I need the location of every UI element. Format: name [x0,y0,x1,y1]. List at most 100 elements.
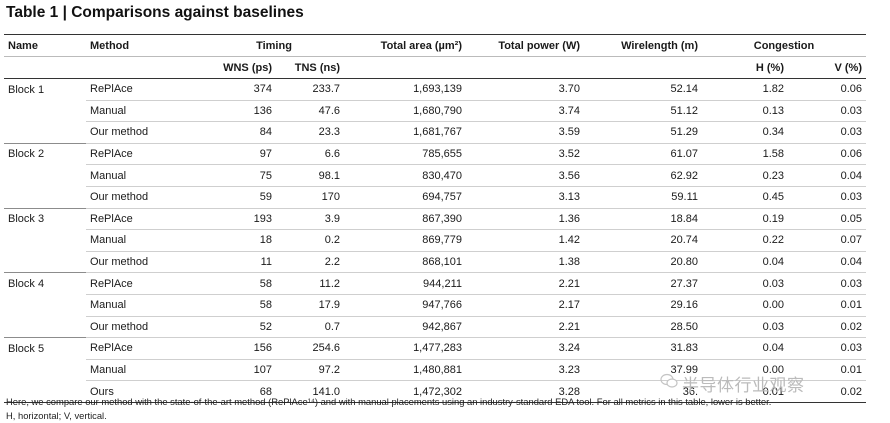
cell-v: 0.02 [788,380,866,403]
cell-name [4,100,86,122]
header-wns: WNS (ps) [204,56,276,79]
cell-v: 0.03 [788,186,866,209]
table-row: Block 1 RePlAce 374 233.7 1,693,139 3.70 52.14… [4,78,866,101]
cell-h: 0.13 [702,100,788,123]
cell-tns: 141.0 [276,380,344,403]
cell-tns: 254.6 [276,337,344,360]
cell-tns: 2.2 [276,251,344,274]
table-row: Manual 136 47.6 1,680,790 3.74 51.12 0.13 0.03 [4,100,866,123]
cell-name [4,359,86,381]
cell-wns: 68 [204,380,276,403]
table-footnote: Here, we compare our method with the sta… [6,395,771,423]
cell-power: 3.24 [466,337,584,360]
cell-h: 0.00 [702,294,788,317]
cell-tns: 0.7 [276,316,344,339]
cell-method: RePlAce [86,143,204,166]
cell-wire: 18.84 [584,208,702,231]
cell-tns: 233.7 [276,78,344,101]
cell-h: 1.82 [702,78,788,101]
cell-power: 2.21 [466,272,584,295]
header-row-secondary: WNS (ps) TNS (ns) H (%) V (%) [4,56,866,79]
cell-name: Block 1 [8,83,45,96]
table-row: Our method 59 170 694,757 3.13 59.11 0.45 0.03 [4,186,866,209]
cell-method: Manual [86,229,204,252]
cell-v: 0.06 [788,143,866,166]
cell-h: 0.45 [702,186,788,209]
header-total-area: Total area (µm²) [344,34,466,57]
cell-wire: 31.83 [584,337,702,360]
header-congestion: Congestion [702,34,866,57]
cell-name [4,165,86,187]
header-timing: Timing [204,34,344,57]
cell-area: 830,470 [344,164,466,187]
cell-area: 867,390 [344,208,466,231]
cell-area: 947,766 [344,294,466,317]
cell-tns: 170 [276,186,344,209]
cell-area: 1,472,302 [344,380,466,403]
cell-method: Manual [86,359,204,382]
cell-wns: 156 [204,337,276,360]
cell-method: RePlAce [86,78,204,101]
cell-wire: 37.99 [584,359,702,382]
header-name: Name [4,34,86,57]
cell-h: 0.03 [702,316,788,339]
cell-v: 0.05 [788,208,866,231]
cell-tns: 23.3 [276,121,344,144]
cell-wire: 51.12 [584,100,702,123]
cell-wire: 62.92 [584,164,702,187]
cell-tns: 6.6 [276,143,344,166]
cell-area: 694,757 [344,186,466,209]
cell-area: 869,779 [344,229,466,252]
cell-name [4,316,86,339]
cell-method: Manual [86,100,204,123]
table-row: Manual 75 98.1 830,470 3.56 62.92 0.23 0.04 [4,164,866,187]
cell-power: 3.70 [466,78,584,101]
cell-wns: 97 [204,143,276,166]
cell-h: 0.01 [702,380,788,403]
cell-wns: 58 [204,272,276,295]
cell-area: 1,693,139 [344,78,466,101]
cell-v: 0.01 [788,294,866,317]
cell-v: 0.06 [788,78,866,101]
table-row: Manual 58 17.9 947,766 2.17 29.16 0.00 0.01 [4,294,866,317]
cell-h: 0.23 [702,164,788,187]
cell-power: 3.56 [466,164,584,187]
cell-power: 3.59 [466,121,584,144]
header-v: V (%) [788,56,866,79]
cell-method: Our method [86,251,204,274]
cell-power: 3.28 [466,380,584,403]
cell-area: 868,101 [344,251,466,274]
cell-name [4,230,86,252]
cell-wns: 374 [204,78,276,101]
cell-tns: 11.2 [276,272,344,295]
cell-wns: 136 [204,100,276,123]
cell-tns: 3.9 [276,208,344,231]
cell-name [4,186,86,209]
cell-wire: 61.07 [584,143,702,166]
cell-v: 0.02 [788,316,866,339]
cell-v: 0.03 [788,121,866,144]
cell-name [4,121,86,144]
cell-name [4,251,86,274]
cell-power: 1.36 [466,208,584,231]
cell-name [4,294,86,316]
cell-area: 785,655 [344,143,466,166]
cell-power: 1.42 [466,229,584,252]
cell-method: Our method [86,186,204,209]
cell-area: 1,477,283 [344,337,466,360]
cell-area: 1,681,767 [344,121,466,144]
cell-v: 0.04 [788,251,866,274]
cell-method: RePlAce [86,337,204,360]
table-row: Ours 68 141.0 1,472,302 3.28 36. 0.01 0.02 [4,380,866,403]
cell-wire: 59.11 [584,186,702,209]
cell-name: Block 3 [8,213,45,226]
header-total-power: Total power (W) [466,34,584,57]
cell-wns: 107 [204,359,276,382]
cell-area: 944,211 [344,272,466,295]
cell-h: 0.03 [702,272,788,295]
cell-tns: 47.6 [276,100,344,123]
cell-area: 1,480,881 [344,359,466,382]
cell-wire: 51.29 [584,121,702,144]
cell-wns: 75 [204,164,276,187]
cell-method: RePlAce [86,272,204,295]
